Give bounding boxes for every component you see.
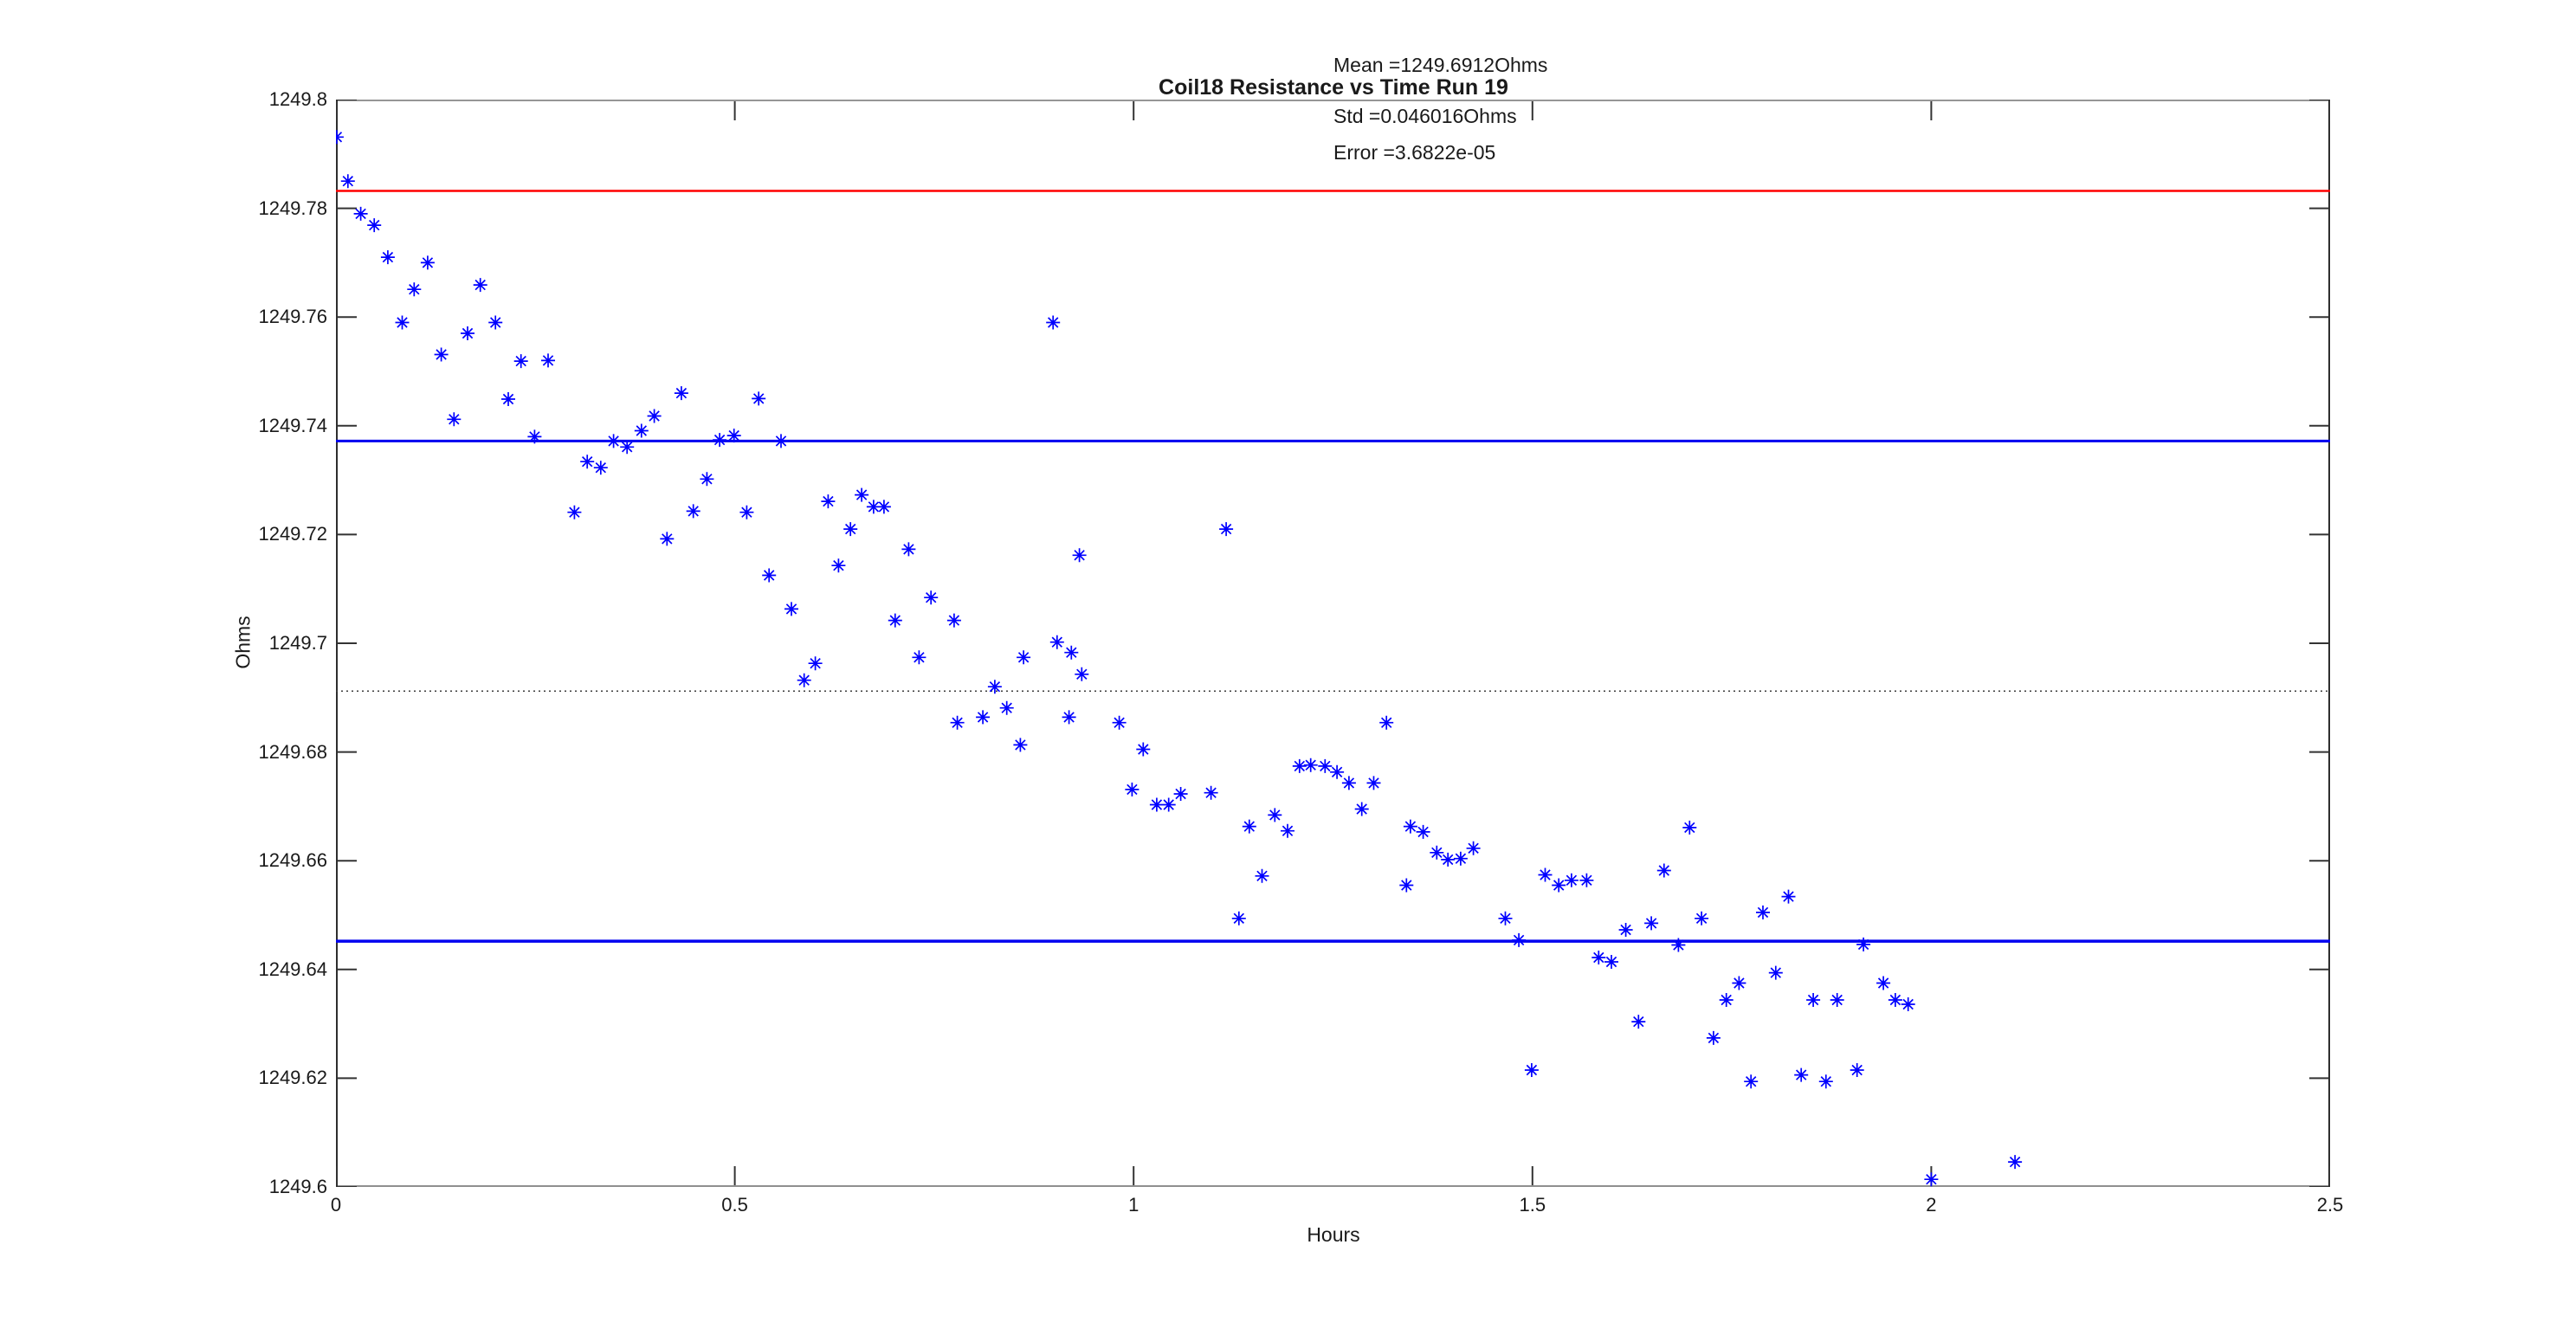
- error-annotation: Error =3.6822e-05: [1333, 141, 1496, 164]
- y-tick-label: 1249.76: [258, 306, 327, 328]
- y-tick-label: 1249.72: [258, 523, 327, 545]
- std-annotation: Std =0.046016Ohms: [1333, 105, 1517, 127]
- x-tick-label: 2: [1926, 1194, 1937, 1216]
- y-tick-label: 1249.7: [268, 632, 327, 654]
- x-tick-label: 2.5: [2316, 1194, 2344, 1216]
- x-tick-label: 1.5: [1519, 1194, 1546, 1216]
- y-tick-label: 1249.68: [258, 740, 327, 763]
- y-tick-label: 1249.74: [258, 414, 327, 436]
- x-tick-label: 1: [1128, 1194, 1140, 1216]
- x-tick-label: 0: [330, 1194, 342, 1216]
- data-points: [336, 130, 2023, 1187]
- y-tick-label: 1249.62: [258, 1067, 327, 1089]
- y-tick-label: 1249.6: [268, 1176, 327, 1197]
- y-tick-label: 1249.64: [258, 958, 327, 980]
- chart-title: Coil18 Resistance vs Time Run 19: [1159, 75, 1508, 100]
- y-tick-label: 1249.78: [258, 197, 327, 219]
- y-tick-label: 1249.66: [258, 849, 327, 872]
- x-tick-label: 0.5: [721, 1194, 748, 1216]
- scatter-plot-canvas: [336, 100, 2330, 1187]
- y-tick-label: 1249.8: [268, 88, 327, 110]
- mean-annotation: Mean =1249.6912Ohms: [1333, 54, 1548, 76]
- x-axis-label: Hours: [1307, 1223, 1360, 1246]
